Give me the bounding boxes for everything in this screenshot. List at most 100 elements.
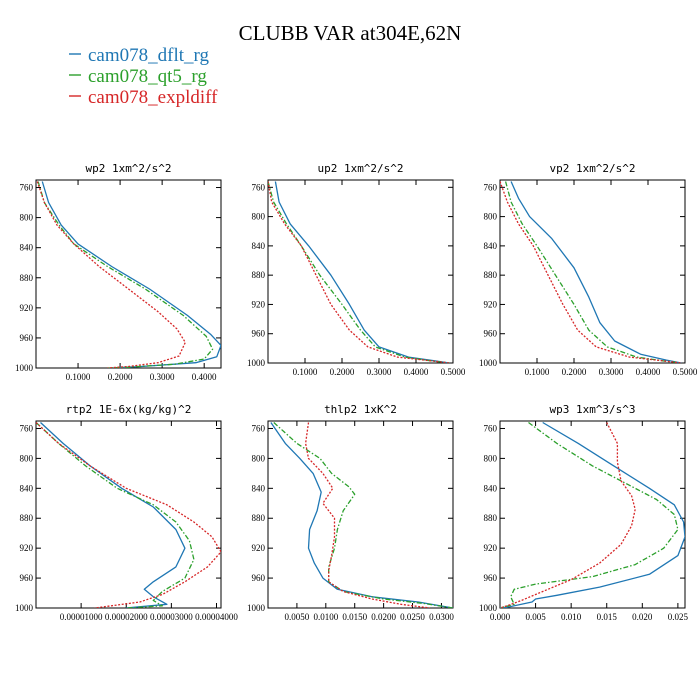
series-line-cam078_dflt_rg: [270, 422, 453, 608]
y-tick-label: 840: [484, 483, 498, 493]
panel-title: vp2 1xm^2/s^2: [549, 162, 635, 175]
x-tick-label: 0.4000: [636, 367, 661, 377]
y-tick-label: 960: [484, 573, 498, 583]
x-tick-label: 0.0150: [342, 612, 367, 622]
y-tick-label: 800: [484, 453, 498, 463]
y-tick-label: 880: [484, 270, 498, 280]
x-tick-label: 0.3000: [599, 367, 624, 377]
series-line-cam078_qt5_rg: [273, 422, 453, 608]
x-tick-label: 0.00003000: [150, 612, 193, 622]
y-tick-label: 760: [20, 183, 34, 193]
plot-frame: [267, 420, 454, 609]
x-tick-label: 0.3000: [150, 372, 175, 382]
x-tick-label: 0.2000: [562, 367, 587, 377]
panel-title: rtp2 1E-6x(kg/kg)^2: [66, 403, 192, 416]
y-tick-label: 920: [20, 303, 34, 313]
x-tick-label: 0.025: [668, 612, 689, 622]
y-tick-label: 760: [20, 423, 34, 433]
series-line-cam078_qt5_rg: [504, 181, 682, 363]
y-tick-label: 840: [484, 241, 498, 251]
x-tick-label: 0.00004000: [195, 612, 238, 622]
x-tick-label: 0.0100: [313, 612, 338, 622]
x-tick-label: 0.5000: [673, 367, 698, 377]
series-line-cam078_dflt_rg: [500, 421, 685, 608]
series-line-cam078_expldiff: [500, 181, 682, 363]
x-tick-label: 0.2000: [330, 367, 355, 377]
y-tick-label: 760: [484, 423, 498, 433]
x-tick-label: 0.4000: [192, 372, 217, 382]
y-tick-label: 800: [252, 212, 266, 222]
x-tick-label: 0.000: [490, 612, 511, 622]
y-tick-label: 880: [20, 513, 34, 523]
x-tick-label: 0.015: [597, 612, 618, 622]
series-line-cam078_dflt_rg: [510, 181, 682, 363]
y-tick-label: 1000: [247, 358, 266, 368]
legend-label-1: cam078_qt5_rg: [88, 66, 207, 87]
y-tick-label: 880: [20, 273, 34, 283]
y-tick-label: 840: [252, 483, 266, 493]
panel-wp2: wp2 1xm^2/s^2 760 800 840 880 920 960 1000 0.100…: [15, 162, 222, 382]
y-tick-label: 840: [20, 483, 34, 493]
y-tick-label: 760: [252, 182, 266, 192]
x-tick-label: 0.5000: [441, 367, 466, 377]
series-line-cam078_expldiff: [36, 422, 221, 608]
x-tick-label: 0.010: [561, 612, 582, 622]
y-tick-label: 920: [252, 543, 266, 553]
panel-title: wp3 1xm^3/s^3: [549, 403, 635, 416]
series-line-cam078_qt5_rg: [36, 422, 195, 608]
x-tick-label: 0.0200: [371, 612, 396, 622]
series-line-cam078_expldiff: [304, 422, 430, 608]
x-tick-label: 0.3000: [367, 367, 392, 377]
x-tick-label: 0.0250: [400, 612, 425, 622]
plot-frame: [35, 179, 222, 369]
plot-frame: [499, 420, 686, 609]
panel-up2: up2 1xm^2/s^2 760 800 840 880 920 960 1000 0.100…: [247, 162, 466, 377]
x-tick-label: 0.1000: [293, 367, 318, 377]
x-tick-label: 0.0050: [285, 612, 310, 622]
series-line-cam078_dflt_rg: [274, 181, 450, 363]
y-tick-label: 1000: [479, 358, 498, 368]
panel-wp3: wp3 1xm^3/s^3 760 800 840 880 920 960 10000.000…: [479, 403, 689, 622]
series-line-cam078_qt5_rg: [268, 181, 450, 363]
y-tick-label: 920: [252, 299, 266, 309]
y-tick-label: 760: [252, 423, 266, 433]
y-tick-label: 880: [484, 513, 498, 523]
panel-rtp2: rtp2 1E-6x(kg/kg)^2 760 800 840 880 920 960 100…: [15, 403, 238, 622]
y-tick-label: 800: [20, 453, 34, 463]
plot-frame: [499, 179, 686, 364]
y-tick-label: 960: [484, 329, 498, 339]
x-tick-label: 0.005: [525, 612, 546, 622]
x-tick-label: 0.020: [632, 612, 653, 622]
plot-frame: [267, 179, 454, 364]
y-tick-label: 960: [20, 573, 34, 583]
x-tick-label: 0.0300: [429, 612, 454, 622]
y-tick-label: 840: [252, 241, 266, 251]
y-tick-label: 800: [252, 453, 266, 463]
y-tick-label: 960: [252, 329, 266, 339]
plot-frame: [35, 420, 222, 609]
y-tick-label: 800: [20, 213, 34, 223]
panel-title: up2 1xm^2/s^2: [317, 162, 403, 175]
y-tick-label: 960: [252, 573, 266, 583]
series-line-cam078_qt5_rg: [37, 181, 214, 368]
legend-label-2: cam078_expldiff: [88, 87, 218, 108]
figure-title: CLUBB VAR at304E,62N: [239, 21, 462, 45]
panel-vp2: vp2 1xm^2/s^2 760 800 840 880 920 960 1000 0.100…: [479, 162, 698, 377]
y-tick-label: 840: [20, 243, 34, 253]
x-tick-label: 0.1000: [66, 372, 91, 382]
x-tick-label: 0.1000: [525, 367, 550, 377]
panel-title: wp2 1xm^2/s^2: [85, 162, 171, 175]
y-tick-label: 760: [484, 182, 498, 192]
y-tick-label: 920: [484, 543, 498, 553]
series-line-cam078_dflt_rg: [40, 422, 186, 608]
y-tick-label: 1000: [15, 363, 34, 373]
series-line-cam078_expldiff: [500, 422, 636, 608]
y-tick-label: 880: [252, 270, 266, 280]
y-tick-label: 960: [20, 333, 34, 343]
legend-label-0: cam078_dflt_rg: [88, 45, 210, 66]
x-tick-label: 0.4000: [404, 367, 429, 377]
x-tick-label: 0.2000: [108, 372, 133, 382]
y-tick-label: 1000: [247, 603, 266, 613]
